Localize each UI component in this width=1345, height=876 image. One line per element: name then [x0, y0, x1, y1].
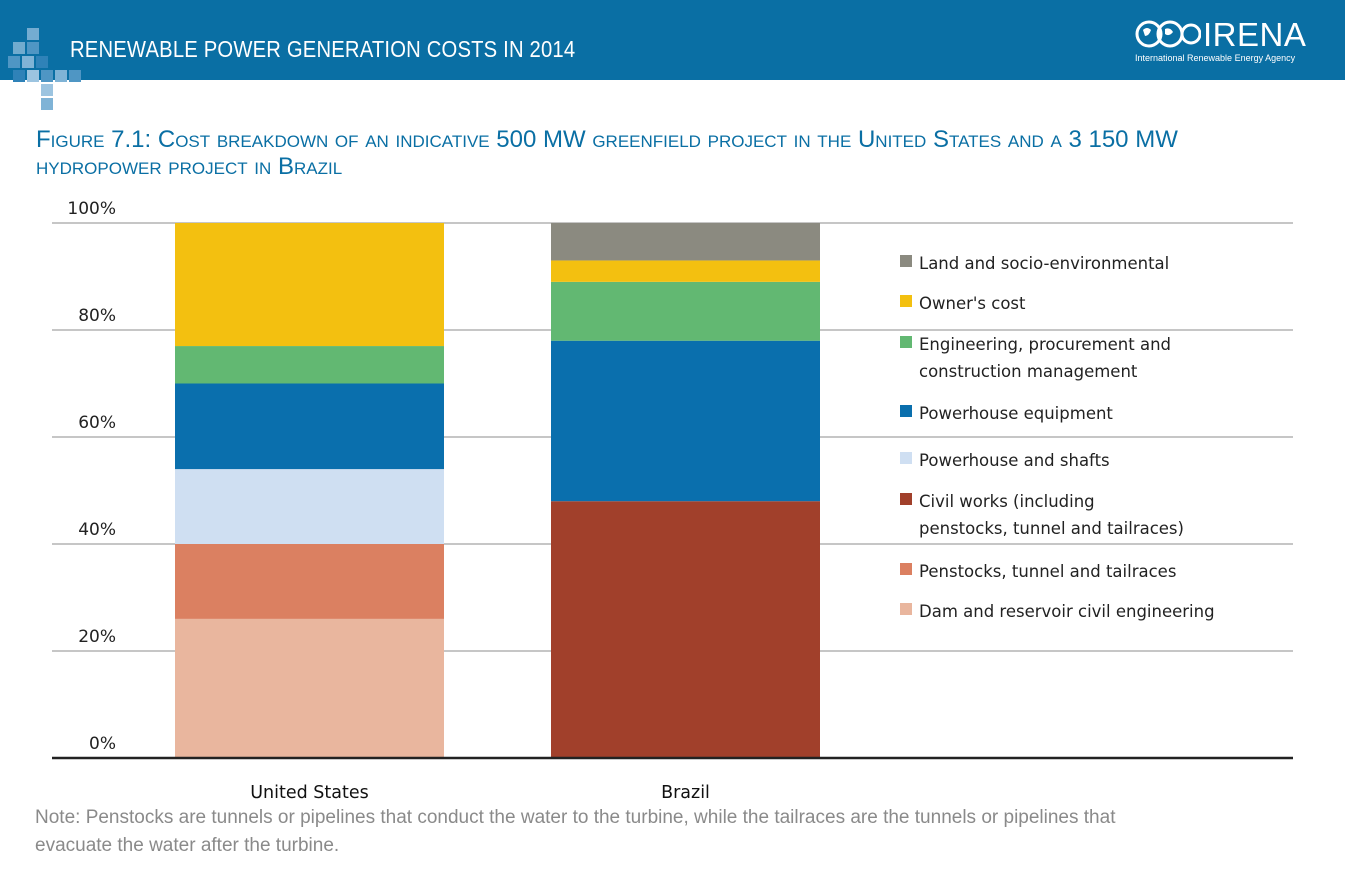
bar-segment [551, 260, 820, 282]
figure-title-line-2: hydropower project in Brazil [36, 153, 343, 180]
bar-segment [175, 346, 444, 384]
legend-swatch [900, 452, 912, 464]
y-tick-label: 60% [78, 413, 116, 433]
legend-swatch [900, 493, 912, 505]
bar-segment [551, 223, 820, 261]
bar-segment [551, 501, 820, 758]
report-title: RENEWABLE POWER GENERATION COSTS IN 2014 [70, 36, 576, 62]
figure-note: Note: Penstocks are tunnels or pipelines… [35, 804, 1315, 860]
x-category-label: United States [250, 783, 369, 800]
y-tick-label: 40% [78, 520, 116, 540]
legend-label: Powerhouse and shafts [919, 451, 1110, 470]
figure-title-line-1: Figure 7.1: Cost breakdown of an indicat… [36, 126, 1178, 153]
note-line-1: Note: Penstocks are tunnels or pipelines… [35, 807, 1116, 828]
legend-label: Owner's cost [919, 294, 1026, 313]
bar-segment [175, 469, 444, 544]
legend-label: Dam and reservoir civil engineering [919, 602, 1215, 621]
legend-swatch [900, 405, 912, 417]
bar-segment [551, 340, 820, 502]
header-bar: RENEWABLE POWER GENERATION COSTS IN 2014… [0, 0, 1345, 110]
logo-subtitle: International Renewable Energy Agency [1135, 53, 1296, 63]
bar-segment [175, 223, 444, 347]
y-tick-label: 100% [67, 199, 116, 219]
legend-label: Land and socio-environmental [919, 254, 1170, 273]
legend-swatch [900, 603, 912, 615]
legend-swatch [900, 563, 912, 575]
legend-swatch [900, 255, 912, 267]
pixel-cross-decoration [8, 28, 81, 110]
legend-swatch [900, 295, 912, 307]
y-tick-label: 80% [78, 306, 116, 326]
x-category-label: Brazil [661, 783, 710, 800]
legend-swatch [900, 336, 912, 348]
y-tick-label: 20% [78, 627, 116, 647]
legend-label: Powerhouse equipment [919, 404, 1113, 423]
bar-segment [551, 281, 820, 341]
note-line-2: evacuate the water after the turbine. [35, 835, 340, 856]
logo-wordmark: IRENA [1203, 16, 1307, 53]
bar-segment [175, 618, 444, 758]
globe-icon [1135, 20, 1201, 48]
legend-label: Engineering, procurement and construction… [919, 335, 1172, 381]
figure-title: Figure 7.1: Cost breakdown of an indicat… [36, 126, 1316, 180]
irena-logo: IRENA International Renewable Energy Age… [1133, 14, 1323, 66]
legend-label: Civil works (including penstocks, tunnel … [919, 492, 1184, 538]
stacked-bar-chart: 0% 20% 40% 60% 80% 100% United States Brazil [52, 199, 1293, 800]
bar-segment [175, 544, 444, 619]
bar-segment [175, 383, 444, 470]
y-tick-label: 0% [89, 734, 116, 754]
legend-label: Penstocks, tunnel and tailraces [919, 562, 1177, 581]
